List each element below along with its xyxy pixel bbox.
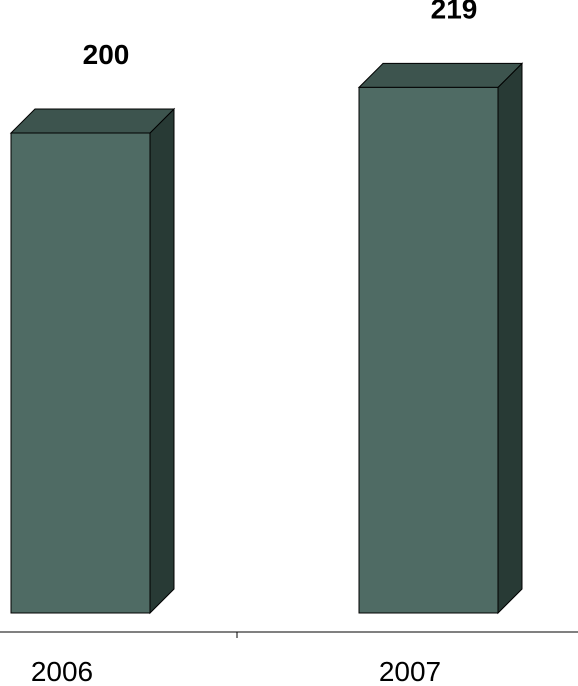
category-label-2007: 2007 bbox=[379, 656, 441, 686]
category-label-2006: 2006 bbox=[31, 656, 93, 686]
bar-top-2007 bbox=[357, 62, 524, 88]
bar-2006 bbox=[10, 132, 151, 614]
bar-2007 bbox=[358, 86, 499, 614]
bar-side-2006 bbox=[149, 107, 175, 615]
bar-group-2006 bbox=[9, 107, 176, 615]
bar-top-2006 bbox=[9, 108, 176, 134]
bars-layer bbox=[9, 62, 524, 615]
labels-layer: 200 2006 219 2007 bbox=[31, 0, 478, 686]
data-label-2006: 200 bbox=[83, 39, 130, 70]
x-axis bbox=[0, 631, 578, 638]
bar-side-2007 bbox=[497, 62, 523, 615]
data-label-2007: 219 bbox=[431, 0, 478, 24]
bar-group-2007 bbox=[357, 62, 524, 615]
